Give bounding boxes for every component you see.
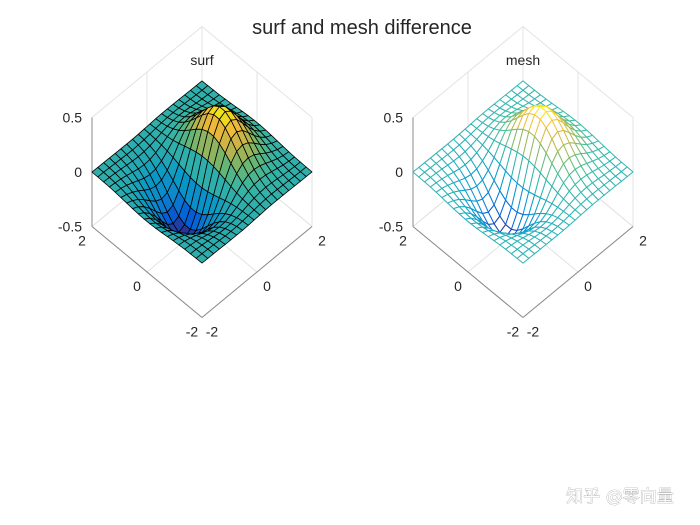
surface-patch — [195, 253, 209, 264]
mesh-surface — [412, 80, 634, 264]
mesh-patch — [516, 253, 530, 264]
y-tick-label: -2 — [186, 324, 199, 340]
mesh-axes: -0.5 0 0.5 -2 0 2 -2 0 2 mesh — [379, 25, 647, 340]
z-tick-label: -0.5 — [379, 219, 403, 235]
x-tick-label: 2 — [318, 233, 326, 249]
surf-axes: -0.5 0 0.5 -2 0 2 -2 0 2 surf — [58, 25, 326, 340]
mesh-tick-labels: -0.5 0 0.5 -2 0 2 -2 0 2 — [379, 110, 647, 340]
x-tick-label: 0 — [584, 278, 592, 294]
axis-line — [201, 226, 313, 318]
figure-suptitle: surf and mesh difference — [252, 17, 472, 39]
x-tick-label: -2 — [527, 324, 540, 340]
y-tick-label: 0 — [454, 278, 462, 294]
z-tick-label: 0.5 — [384, 110, 404, 126]
x-tick-label: 2 — [639, 233, 647, 249]
axis-line — [91, 226, 203, 318]
y-tick-label: 0 — [133, 278, 141, 294]
axis-line — [522, 226, 634, 318]
axis-line — [412, 226, 524, 318]
mesh-axes-title: mesh — [506, 52, 540, 68]
surf-tick-labels: -0.5 0 0.5 -2 0 2 -2 0 2 — [58, 110, 326, 340]
z-tick-label: 0 — [74, 164, 82, 180]
surf-surface — [91, 80, 313, 264]
z-tick-label: -0.5 — [58, 219, 82, 235]
z-tick-label: 0.5 — [63, 110, 83, 126]
z-tick-label: 0 — [395, 164, 403, 180]
surf-axes-title: surf — [190, 52, 213, 68]
x-tick-label: 0 — [263, 278, 271, 294]
watermark: 知乎 @零向量 — [566, 487, 673, 507]
y-tick-label: 2 — [399, 233, 407, 249]
y-tick-label: -2 — [507, 324, 520, 340]
y-tick-label: 2 — [78, 233, 86, 249]
x-tick-label: -2 — [206, 324, 219, 340]
